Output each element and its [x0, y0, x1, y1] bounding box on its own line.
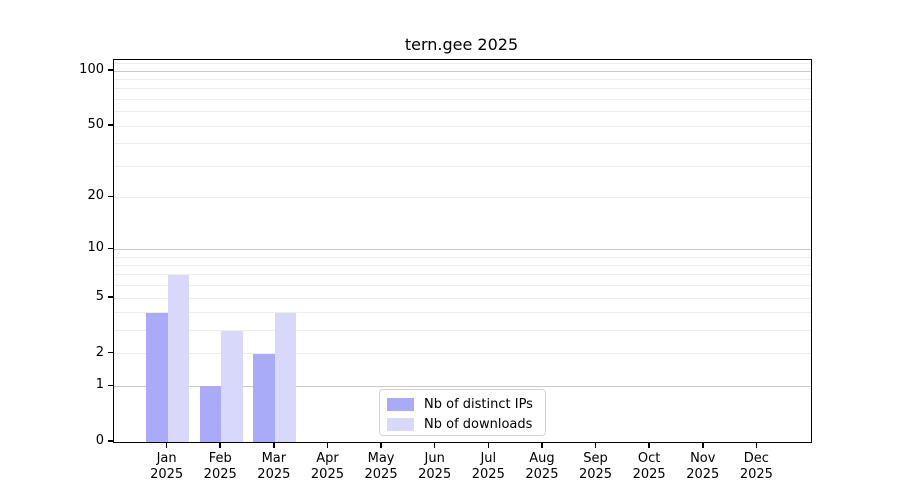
- x-tick: [541, 442, 543, 448]
- gridline-minor: [114, 88, 811, 90]
- y-tick: [108, 247, 113, 250]
- x-tick-label: Jul 2025: [471, 451, 505, 482]
- x-tick-label: Aug 2025: [525, 451, 559, 482]
- x-tick: [594, 442, 597, 448]
- gridline-major: [114, 248, 811, 250]
- x-tick-label: Sep 2025: [578, 451, 613, 482]
- gridline-minor: [114, 111, 811, 113]
- gridline-minor: [114, 143, 811, 145]
- bar-nb-of-distinct-ips-mar: [253, 353, 275, 442]
- y-tick: [108, 351, 113, 354]
- x-tick-label: May 2025: [364, 451, 398, 482]
- gridline-minor: [114, 264, 811, 266]
- gridline-minor: [114, 79, 811, 81]
- gridline-minor: [114, 297, 811, 299]
- gridline-minor: [114, 274, 811, 276]
- gridline-minor: [114, 196, 811, 198]
- x-tick-label: Dec 2025: [739, 451, 773, 482]
- gridline-minor: [114, 165, 811, 167]
- x-tick-label: Mar 2025: [257, 451, 291, 482]
- legend-item-distinct-ips: Nb of distinct IPs: [387, 395, 537, 414]
- x-tick-label: Jun 2025: [418, 451, 452, 482]
- plot-area: Nb of distinct IPs Nb of downloads: [113, 59, 812, 443]
- gridline-minor: [114, 353, 811, 355]
- gridline-major: [114, 70, 811, 72]
- y-tick: [108, 296, 113, 298]
- gridline-minor: [114, 330, 811, 332]
- legend-item-downloads: Nb of downloads: [387, 415, 537, 434]
- y-tick-label: 20: [87, 188, 104, 204]
- x-tick-label: Apr 2025: [310, 451, 344, 482]
- gridline-major: [114, 385, 811, 387]
- y-tick: [108, 124, 113, 126]
- gridline-minor: [114, 312, 811, 314]
- y-tick-label: 10: [87, 240, 104, 256]
- legend: Nb of distinct IPs Nb of downloads: [379, 389, 546, 436]
- y-tick-label: 5: [95, 289, 104, 305]
- x-tick: [487, 442, 490, 448]
- x-tick-label: Feb 2025: [203, 451, 237, 482]
- y-tick: [108, 384, 113, 387]
- y-tick-label: 2: [95, 344, 104, 360]
- chart-title: tern.gee 2025: [404, 35, 519, 54]
- gridline-minor: [114, 63, 811, 65]
- x-tick: [755, 442, 758, 448]
- gridline-minor: [114, 256, 811, 258]
- x-tick: [219, 442, 221, 448]
- y-tick: [108, 195, 113, 198]
- legend-swatch-distinct-ips: [387, 398, 414, 411]
- x-tick: [326, 442, 329, 448]
- bar-nb-of-distinct-ips-feb: [199, 386, 222, 442]
- x-tick-label: Jan 2025: [150, 451, 184, 482]
- legend-label-downloads: Nb of downloads: [424, 417, 533, 432]
- bar-nb-of-downloads-jan: [167, 274, 190, 442]
- x-tick: [433, 442, 436, 448]
- y-tick-label: 1: [95, 377, 104, 393]
- y-tick-label: 100: [79, 62, 104, 78]
- y-tick-label: 50: [87, 117, 104, 133]
- x-tick-label: Nov 2025: [686, 451, 720, 482]
- bar-nb-of-downloads-mar: [274, 312, 297, 442]
- y-tick: [108, 440, 113, 442]
- y-tick: [108, 69, 113, 71]
- x-tick: [273, 442, 275, 448]
- x-tick-label: Oct 2025: [632, 451, 666, 482]
- x-tick: [648, 442, 650, 448]
- x-tick: [165, 442, 168, 448]
- x-tick: [380, 442, 382, 448]
- gridline-minor: [114, 285, 811, 287]
- bar-nb-of-downloads-feb: [221, 330, 243, 442]
- y-tick-label: 0: [95, 433, 104, 448]
- gridline-minor: [114, 125, 811, 127]
- legend-swatch-downloads: [387, 418, 414, 431]
- legend-label-distinct-ips: Nb of distinct IPs: [424, 397, 533, 412]
- gridline-minor: [114, 99, 811, 101]
- bar-nb-of-distinct-ips-jan: [146, 312, 168, 442]
- x-tick: [702, 442, 704, 448]
